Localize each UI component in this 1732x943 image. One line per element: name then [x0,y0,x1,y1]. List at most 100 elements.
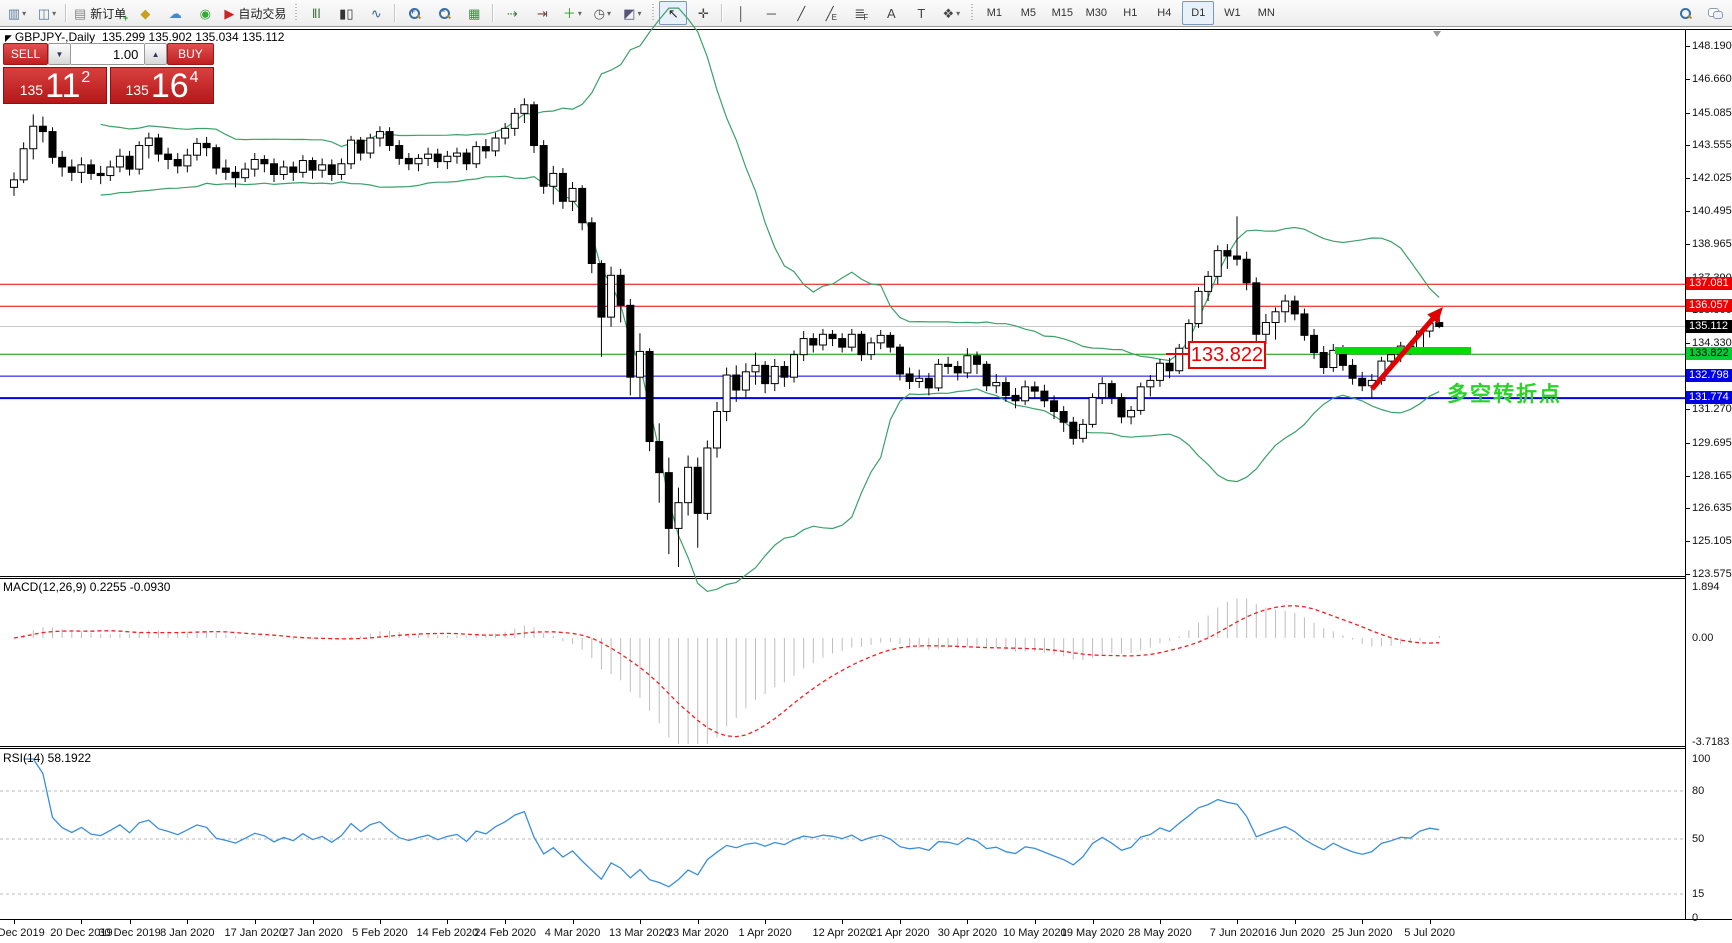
date-label[interactable]: 10 May 2020 [1002,927,1067,939]
panel-separator[interactable] [0,576,1685,577]
sell-price-main: 135 [19,82,44,98]
bar-chart-button-icon: ǁǀ [311,5,321,21]
volume-decrease-button[interactable]: ▼ [48,43,71,65]
date-label[interactable]: 27 Jan 2020 [282,927,343,939]
date-label[interactable]: 5 Jul 2020 [1404,927,1455,939]
chart-shift-button[interactable]: ⇥ [528,1,556,25]
date-label[interactable]: 16 Jun 2020 [1264,927,1326,939]
periods-button-icon: ◷ [593,5,605,21]
sell-button[interactable]: SELL [3,43,49,65]
date-label[interactable]: 19 May 2020 [1060,927,1125,939]
zoom-in-button[interactable]: + [400,1,428,25]
tile-windows-button[interactable]: ▦ [460,1,488,25]
autotrading-button[interactable]: ▶ 自动交易 [221,1,289,25]
sell-price-big: 11 [45,67,81,105]
indicators-button[interactable]: ＋ ▾ [558,1,586,25]
date-label[interactable]: 4 Mar 2020 [544,927,601,939]
date-label[interactable]: 21 Apr 2020 [870,927,930,939]
time-tick [1092,920,1094,924]
toolbar-grip[interactable] [650,4,656,22]
date-label[interactable]: 20 Dec 2019 [50,927,113,939]
price-level-callout[interactable]: 133.822 [1188,341,1266,369]
date-label[interactable]: 13 Mar 2020 [609,927,671,939]
signals-button[interactable]: ◉ [191,1,219,25]
volume-increase-button[interactable]: ▲ [144,43,167,65]
date-label[interactable]: 25 Jun 2020 [1331,927,1393,939]
price-axis-border [1685,29,1686,920]
price-marker-131.774: 131.774 [1686,391,1732,405]
tf-d1[interactable]: D1 [1182,1,1215,25]
line-chart-button[interactable]: ∿ [362,1,390,25]
date-label[interactable]: 12 Apr 2020 [812,927,872,939]
candlestick-chart-button-icon: ▮▯ [339,5,354,21]
chart-shift-marker[interactable] [1433,31,1441,37]
dropdown-arrow-icon: ▾ [22,8,27,18]
date-label[interactable]: 5 Feb 2020 [352,927,408,939]
sell-price-button[interactable]: 135 11 2 [3,67,107,104]
tf-h1-icon: H1 [1123,6,1138,19]
date-label[interactable]: 24 Feb 2020 [474,927,537,939]
date-label[interactable]: 8 Jan 2020 [160,927,215,939]
volume-input[interactable]: 1.00 [70,43,145,65]
text-label-button[interactable]: T [907,1,935,25]
date-label[interactable]: 30 Apr 2020 [937,927,998,939]
auto-scroll-button[interactable]: ⇢ [498,1,526,25]
new-order-button-icon: ▤ [74,5,87,21]
search-button[interactable] [1671,1,1699,25]
tf-m30[interactable]: M30 [1080,1,1112,25]
turning-point-annotation[interactable]: 多空转折点 [1447,383,1562,406]
channel-button[interactable]: ╱ E [825,5,837,22]
trendline-button[interactable]: ╱ [787,1,815,25]
templates-button[interactable]: ◩ ▾ [618,1,646,25]
market-button[interactable]: ◆ [131,1,159,25]
panel-separator[interactable] [0,748,1685,749]
date-label[interactable]: 28 May 2020 [1128,927,1192,939]
toolbar-grip[interactable] [293,4,299,22]
panel-separator[interactable] [0,746,1685,747]
date-label[interactable]: 14 Feb 2020 [416,927,479,939]
price-tick-label: 148.190 [1692,40,1732,52]
date-label[interactable]: 23 Mar 2020 [666,927,729,939]
tf-m15[interactable]: M15 [1046,1,1078,25]
shapes-button[interactable]: ❖ ▾ [937,1,965,25]
buy-price-button[interactable]: 135 16 4 [110,67,214,104]
price-tick [1685,541,1690,543]
buy-button[interactable]: BUY [166,43,214,65]
candlestick-chart-button[interactable]: ▮▯ [332,1,360,25]
chat-button[interactable] [1701,1,1729,25]
price-tick [1685,78,1690,80]
time-tick [129,920,131,924]
price-tick-label: 125.105 [1692,535,1732,548]
date-label[interactable]: 30 Dec 2019 [98,927,161,939]
tf-m5[interactable]: M5 [1012,1,1044,25]
zoom-out-button[interactable]: − [430,1,458,25]
tf-h4[interactable]: H4 [1148,1,1180,25]
tile-windows-button-icon: ▦ [468,5,481,21]
toolbar-grip[interactable] [969,4,975,22]
bar-chart-button[interactable]: ǁǀ [302,1,330,25]
profiles-button[interactable]: ◫ ▾ [33,1,61,25]
time-tick [1159,920,1161,924]
tf-m1[interactable]: M1 [978,1,1010,25]
tf-w1[interactable]: W1 [1216,1,1248,25]
vertical-line-button[interactable]: │ [727,1,755,25]
line-chart-button-icon: ∿ [370,5,382,21]
horizontal-line-button[interactable]: ─ [757,1,785,25]
new-chart-button[interactable]: ▥ ▾ [3,1,31,25]
date-label[interactable]: 17 Jan 2020 [224,927,286,939]
periods-button[interactable]: ◷ ▾ [588,1,616,25]
price-tick-label: 142.025 [1692,172,1732,185]
trend-arrow[interactable] [1370,307,1443,391]
new-order-button[interactable]: ▤ + 新订单 [74,5,129,24]
date-label[interactable]: 1 Apr 2020 [738,927,792,939]
crosshair-button[interactable]: ✛ [689,1,717,25]
panel-separator[interactable] [0,578,1685,579]
date-label[interactable]: 11 Dec 2019 [0,927,45,939]
fibonacci-button[interactable]: ≣ F [854,5,869,22]
text-button[interactable]: A [877,1,905,25]
community-button[interactable]: ☁ [161,1,189,25]
tf-mn[interactable]: MN [1250,1,1282,25]
date-label[interactable]: 7 Jun 2020 [1209,927,1265,939]
tf-h1[interactable]: H1 [1114,1,1146,25]
